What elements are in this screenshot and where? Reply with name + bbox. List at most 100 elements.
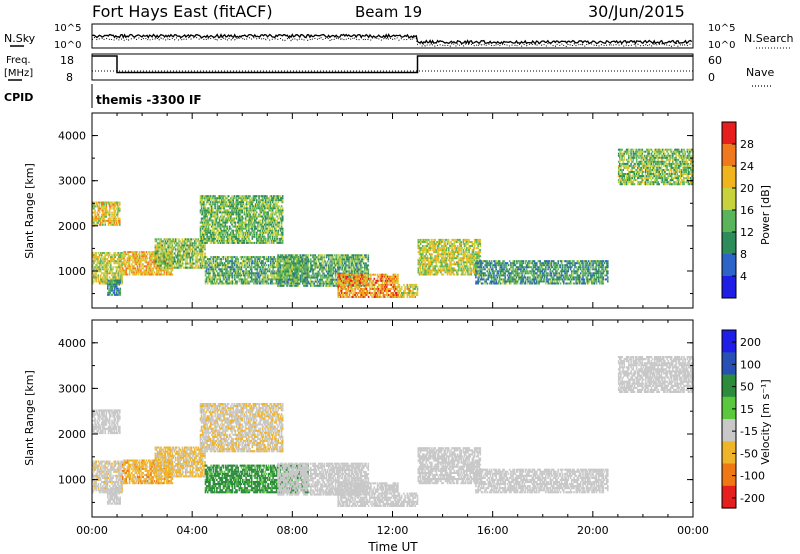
- power-echo-cell: [303, 284, 305, 287]
- power-echo-cell: [148, 271, 150, 274]
- power-echo-cell: [205, 229, 207, 232]
- power-echo-cell: [298, 282, 301, 285]
- power-echo-cell: [241, 237, 243, 240]
- power-echo-cell: [338, 262, 340, 265]
- power-echo-cell: [345, 296, 347, 298]
- power-echo-cell: [134, 251, 136, 254]
- power-echo-cell: [341, 264, 344, 267]
- power-echo-cell: [341, 281, 344, 284]
- power-echo-cell: [347, 256, 349, 259]
- power-echo-cell: [245, 278, 247, 281]
- power-echo-cell: [99, 280, 102, 283]
- power-echo-cell: [156, 242, 159, 245]
- power-echo-cell: [335, 254, 338, 257]
- power-echo-cell: [113, 276, 115, 279]
- power-echo-cell: [123, 257, 125, 260]
- power-echo-cell: [364, 275, 367, 278]
- power-echo-cell: [108, 279, 110, 282]
- power-echo-cell: [124, 271, 126, 274]
- power-echo-cell: [266, 278, 269, 281]
- power-echo-cell: [106, 209, 109, 212]
- power-echo-cell: [273, 266, 275, 269]
- power-echo-cell: [115, 272, 118, 275]
- power-echo-cell: [226, 272, 228, 275]
- power-echo-cell: [252, 201, 255, 204]
- power-echo-cell: [335, 256, 338, 259]
- power-echo-cell: [312, 264, 314, 267]
- power-echo-cell: [358, 281, 361, 284]
- power-echo-cell: [260, 241, 263, 244]
- power-echo-cell: [365, 281, 368, 284]
- power-echo-cell: [334, 284, 337, 287]
- power-echo-cell: [221, 268, 224, 271]
- power-echo-cell: [326, 272, 329, 275]
- power-echo-cell: [223, 278, 226, 281]
- power-echo-cell: [281, 195, 284, 198]
- power-echo-cell: [251, 227, 254, 230]
- power-echo-cell: [278, 225, 281, 228]
- power-echo-cell: [288, 254, 291, 257]
- power-echo-cell: [357, 279, 360, 282]
- power-echo-cell: [329, 280, 331, 283]
- power-echo-cell: [110, 278, 112, 281]
- power-echo-cell: [174, 256, 177, 259]
- power-echo-cell: [340, 275, 343, 278]
- power-echo-cell: [230, 205, 232, 208]
- power-echo-cell: [285, 256, 287, 259]
- power-echo-cell: [96, 258, 99, 261]
- power-echo-cell: [145, 271, 148, 274]
- power-echo-cell: [244, 197, 247, 200]
- power-echo-cell: [206, 211, 208, 214]
- power-echo-cell: [222, 215, 224, 218]
- power-echo-cell: [220, 233, 222, 236]
- power-echo-cell: [92, 282, 94, 285]
- power-echo-cell: [250, 231, 252, 234]
- power-echo-cell: [278, 258, 280, 261]
- power-echo-cell: [321, 258, 323, 261]
- power-echo-cell: [278, 284, 280, 287]
- power-echo-cell: [249, 205, 251, 208]
- power-echo-cell: [243, 239, 246, 242]
- power-echo-cell: [253, 195, 256, 198]
- power-echo-cell: [247, 235, 249, 238]
- power-echo-cell: [347, 254, 349, 257]
- power-echo-cell: [331, 268, 333, 271]
- power-echo-cell: [245, 227, 248, 230]
- power-echo-cell: [170, 267, 173, 270]
- power-echo-cell: [248, 262, 251, 265]
- power-echo-cell: [191, 248, 194, 251]
- power-echo-cell: [274, 266, 277, 269]
- power-echo-cell: [191, 258, 194, 261]
- power-echo-cell: [228, 256, 230, 259]
- power-echo-cell: [353, 270, 356, 273]
- power-echo-cell: [251, 233, 254, 236]
- power-echo-cell: [250, 209, 252, 212]
- power-echo-cell: [234, 213, 237, 216]
- power-echo-cell: [294, 284, 296, 287]
- power-echo-cell: [244, 217, 247, 220]
- power-echo-cell: [254, 205, 257, 208]
- power-echo-cell: [115, 266, 118, 269]
- power-echo-cell: [288, 262, 291, 265]
- power-echo-cell: [340, 260, 342, 263]
- power-echo-cell: [203, 215, 205, 218]
- power-echo-cell: [334, 256, 337, 259]
- power-echo-cell: [216, 199, 219, 202]
- power-echo-cell: [229, 205, 231, 208]
- power-echo-cell: [92, 276, 94, 279]
- power-echo-cell: [171, 264, 174, 267]
- power-echo-cell: [298, 276, 301, 279]
- power-echo-cell: [267, 213, 269, 216]
- power-echo-cell: [338, 273, 341, 276]
- power-echo-cell: [241, 199, 243, 202]
- power-echo-cell: [113, 217, 115, 220]
- power-echo-cell: [271, 229, 274, 232]
- power-echo-cell: [215, 213, 218, 216]
- power-echo-cell: [226, 270, 228, 273]
- power-echo-cell: [205, 272, 208, 275]
- power-echo-cell: [296, 270, 299, 273]
- power-echo-cell: [164, 252, 167, 255]
- power-echo-cell: [105, 280, 108, 283]
- power-echo-cell: [227, 270, 229, 273]
- power-echo-cell: [200, 201, 203, 204]
